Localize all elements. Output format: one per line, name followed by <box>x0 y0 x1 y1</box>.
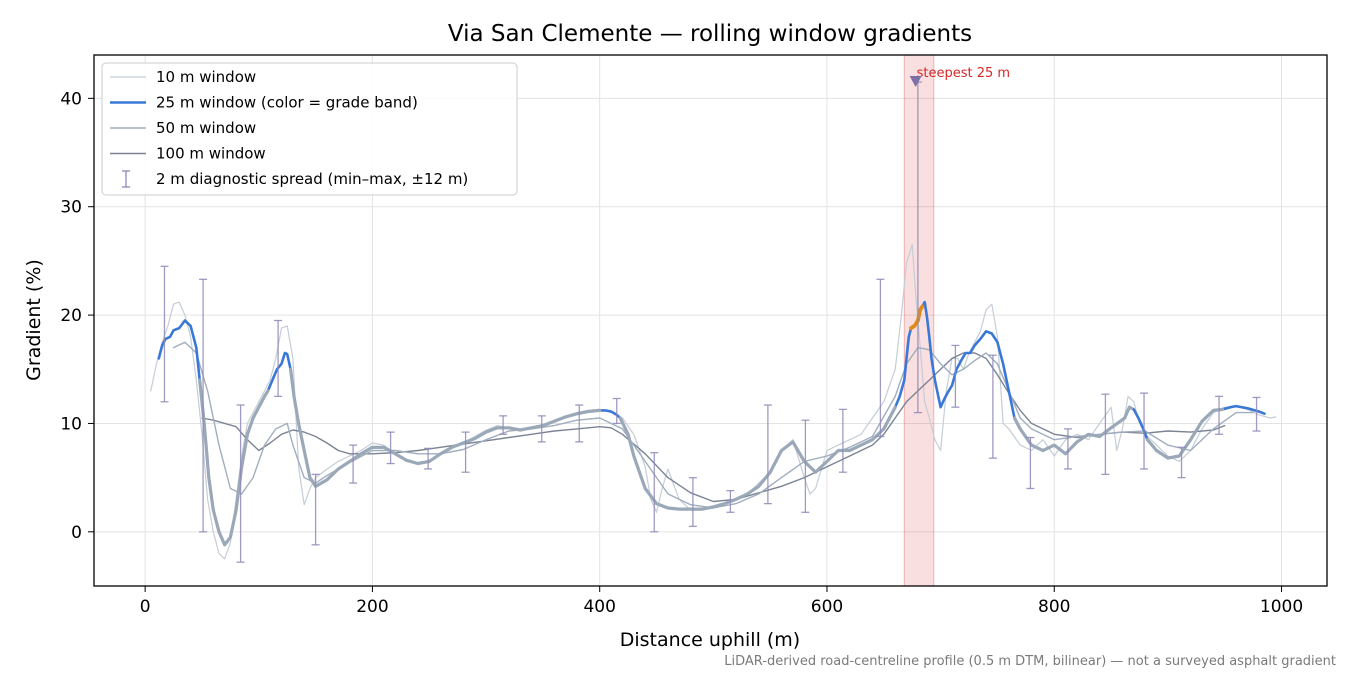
grade-band-segment <box>618 405 897 511</box>
x-tick-label: 0 <box>140 597 151 617</box>
legend-label: 25 m window (color = grade band) <box>156 94 418 112</box>
steepest-marker <box>909 76 922 88</box>
series-line-3 <box>201 352 1226 503</box>
x-axis-label: Distance uphill (m) <box>620 629 800 651</box>
series-line-2 <box>172 341 1254 509</box>
x-tick-label: 600 <box>811 597 843 617</box>
legend-label: 2 m diagnostic spread (min–max, ±12 m) <box>156 170 468 188</box>
grade-band-segment <box>1012 405 1134 456</box>
legend-box <box>101 62 518 196</box>
plot-frame <box>93 54 1328 587</box>
error-bar-layer <box>160 81 1261 563</box>
steepest-annotation: steepest 25 m <box>917 66 1010 81</box>
annotation-layer: steepest 25 m <box>909 66 1010 88</box>
y-axis-label: Gradient (%) <box>23 259 45 381</box>
y-tick-label: 30 <box>60 198 82 218</box>
x-tick-label: 400 <box>583 597 615 617</box>
grade-band-segment <box>198 378 270 547</box>
legend-label: 10 m window <box>156 68 256 86</box>
y-tick-label: 0 <box>71 523 82 543</box>
x-tick-label: 800 <box>1038 597 1070 617</box>
legend-label: 100 m window <box>156 145 266 163</box>
axis-ticks: 0 200 400 600 800 1000 0 10 20 30 40 <box>60 89 1303 617</box>
y-tick-label: 40 <box>60 89 82 109</box>
y-tick-label: 20 <box>60 306 82 326</box>
footnote: LiDAR-derived road-centreline profile (0… <box>724 654 1336 669</box>
y-tick-label: 10 <box>60 414 82 434</box>
x-tick-label: 200 <box>356 597 388 617</box>
chart-title: Via San Clemente — rolling window gradie… <box>448 21 972 47</box>
legend: 10 m window 25 m window (color = grade ba… <box>101 62 518 196</box>
x-tick-label: 1000 <box>1260 597 1303 617</box>
legend-label: 50 m window <box>156 119 256 137</box>
